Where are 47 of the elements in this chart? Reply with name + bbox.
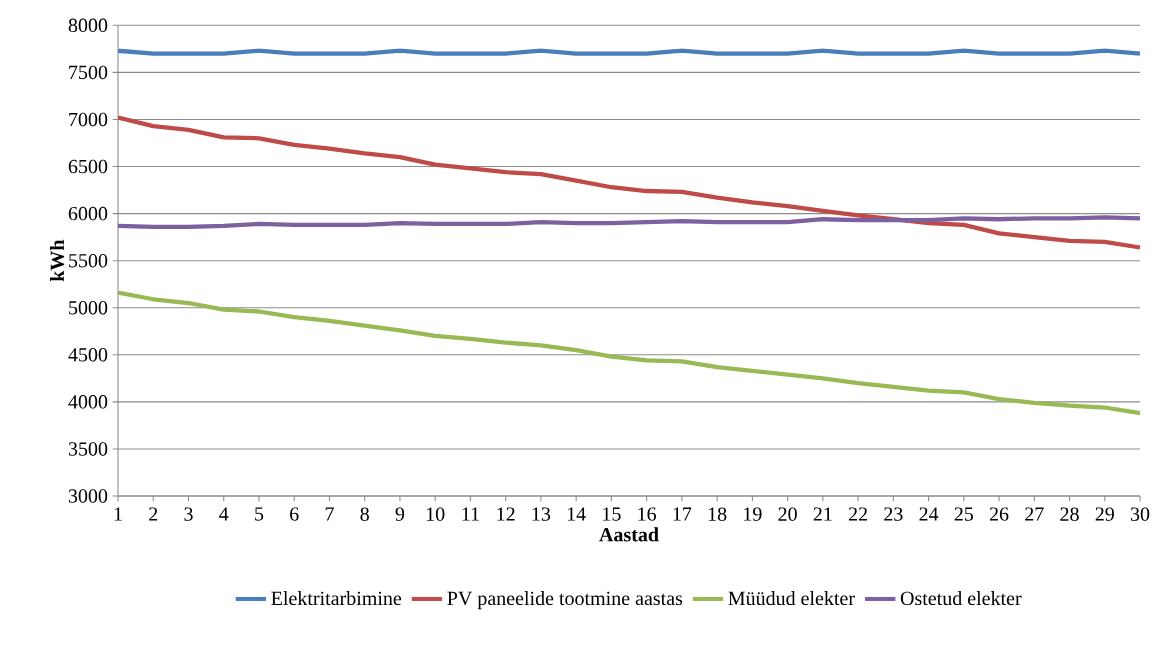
x-tick-label: 9 — [395, 507, 405, 521]
x-tick-label: 18 — [708, 507, 727, 521]
x-tick-label: 6 — [290, 507, 299, 521]
y-tick-label: 5000 — [69, 300, 108, 315]
x-tick-label: 10 — [426, 507, 445, 521]
x-tick-label: 12 — [497, 507, 515, 521]
x-tick-label: 27 — [1025, 507, 1044, 521]
x-tick-label: 30 — [1130, 507, 1150, 521]
y-axis-title: kWh — [49, 239, 65, 282]
x-axis-title: Aastad — [599, 527, 659, 542]
x-tick-label: 1 — [114, 507, 122, 521]
y-tick-label: 8000 — [68, 18, 108, 33]
x-tick-label: 21 — [813, 507, 832, 521]
y-tick-label: 6000 — [68, 206, 108, 221]
y-tick-label: 4000 — [68, 395, 108, 409]
x-tick-label: 3 — [184, 507, 193, 521]
x-tick-label: 20 — [778, 507, 797, 521]
x-tick-label: 15 — [603, 507, 621, 521]
y-tick-label: 6500 — [68, 159, 108, 174]
y-tick-label: 4500 — [68, 348, 108, 362]
x-tick-label: 14 — [567, 507, 586, 521]
x-tick-label: 5 — [255, 507, 264, 521]
x-tick-label: 7 — [325, 507, 334, 521]
legend-label: PV paneelide tootmine aastas — [447, 591, 683, 610]
x-tick-label: 28 — [1060, 507, 1079, 521]
y-tick-label: 7500 — [69, 65, 108, 80]
x-tick-label: 19 — [744, 507, 762, 521]
x-tick-label: 26 — [989, 507, 1009, 521]
x-tick-label: 11 — [462, 507, 479, 521]
x-tick-label: 4 — [219, 507, 229, 521]
x-tick-label: 29 — [1095, 507, 1114, 521]
x-tick-label: 13 — [532, 507, 551, 521]
y-tick-label: 5500 — [69, 253, 108, 268]
y-tick-label: 3500 — [68, 442, 108, 456]
x-tick-label: 8 — [360, 507, 369, 521]
x-tick-label: 23 — [884, 507, 903, 521]
x-tick-label: 25 — [954, 507, 974, 521]
x-tick-label: 16 — [638, 507, 657, 521]
x-tick-label: 24 — [919, 507, 939, 521]
legend-label: Elektritarbimine — [271, 591, 402, 606]
y-tick-label: 7000 — [69, 112, 108, 127]
x-tick-label: 17 — [673, 507, 692, 521]
x-tick-label: 2 — [149, 507, 158, 521]
legend-label: Müüdud elekter — [728, 591, 855, 606]
x-tick-label: 22 — [848, 507, 867, 521]
y-tick-label: 3000 — [68, 489, 108, 503]
legend-label: Ostetud elekter — [900, 591, 1022, 606]
